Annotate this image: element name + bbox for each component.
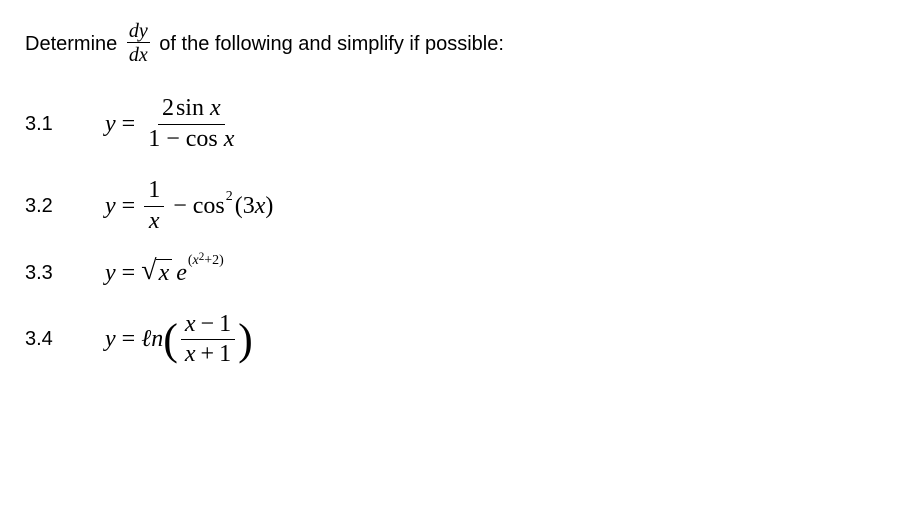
exp-squared: 2 [199, 251, 205, 263]
minus-sign: − [173, 193, 187, 220]
problem-3-1: 3.1 y = 2sin x 1−cos x [25, 95, 882, 153]
equals-sign: = [122, 260, 136, 287]
e-base: e [176, 260, 187, 287]
one: 1 [148, 126, 160, 152]
big-parentheses: ( x−1 x+1 ) [163, 311, 253, 369]
equation-3-4: y = ℓn ( x−1 x+1 ) [105, 311, 253, 369]
frac-num: dy [127, 20, 150, 43]
equation-3-1: y = 2sin x 1−cos x [105, 95, 241, 153]
fraction: 2sin x 1−cos x [144, 95, 238, 153]
exponent: (x2+2) [188, 253, 224, 269]
squared: 2 [226, 189, 233, 205]
dy-dx-fraction: dy dx [127, 20, 150, 67]
numerator: x−1 [181, 311, 235, 341]
denominator: x+1 [181, 340, 235, 369]
fraction-1-over-x: 1 x [144, 177, 164, 235]
fn-ln: ℓn [141, 326, 163, 353]
var-x: x [224, 126, 235, 152]
intro-line: Determine dy dx of the following and sim… [25, 20, 882, 67]
equals-sign: = [122, 326, 136, 353]
problem-number: 3.3 [25, 262, 105, 285]
intro-pre: Determine [25, 28, 117, 60]
lhs-y: y [105, 193, 116, 220]
plus-sign: + [201, 341, 215, 367]
radical-sign: √ [141, 260, 156, 282]
sqrt-x: √ x [141, 259, 172, 286]
minus-sign: − [201, 311, 215, 337]
open-paren: ( [235, 193, 243, 220]
denominator: 1−cos x [144, 125, 238, 154]
denominator-x: x [145, 207, 164, 236]
lhs-y: y [105, 326, 116, 353]
lhs-y: y [105, 111, 116, 138]
var-x: x [185, 311, 196, 337]
exp-tail: +2) [204, 253, 223, 268]
fn-cos: cos [193, 193, 225, 220]
coeff-3: 3 [243, 193, 255, 220]
var-x: x [185, 341, 196, 367]
var-x: x [210, 95, 221, 121]
problem-3-4: 3.4 y = ℓn ( x−1 x+1 ) [25, 311, 882, 369]
minus-sign: − [166, 126, 180, 152]
problem-3-3: 3.3 y = √ x e(x2+2) [25, 259, 882, 286]
problem-3-2: 3.2 y = 1 x − cos2 (3x) [25, 177, 882, 235]
equals-sign: = [122, 111, 136, 138]
numerator: 2sin x [158, 95, 225, 125]
close-paren: ) [265, 193, 273, 220]
fn-sin: sin [176, 95, 204, 121]
intro-post: of the following and simplify if possibl… [159, 28, 504, 60]
problem-number: 3.4 [25, 328, 105, 351]
frac-den: dx [127, 43, 150, 67]
one: 1 [219, 311, 231, 337]
fn-cos: cos [186, 126, 218, 152]
equals-sign: = [122, 193, 136, 220]
equation-3-3: y = √ x e(x2+2) [105, 259, 224, 286]
one: 1 [219, 341, 231, 367]
coeff-2: 2 [162, 95, 174, 121]
problem-number: 3.2 [25, 195, 105, 218]
var-x: x [255, 193, 266, 220]
numerator-1: 1 [144, 177, 164, 207]
exp-x: x [193, 253, 199, 268]
equation-3-2: y = 1 x − cos2 (3x) [105, 177, 273, 235]
inner-fraction: x−1 x+1 [181, 311, 235, 369]
radicand-x: x [156, 259, 173, 286]
close-paren: ) [238, 321, 253, 358]
problem-number: 3.1 [25, 113, 105, 136]
open-paren: ( [163, 321, 178, 358]
lhs-y: y [105, 260, 116, 287]
